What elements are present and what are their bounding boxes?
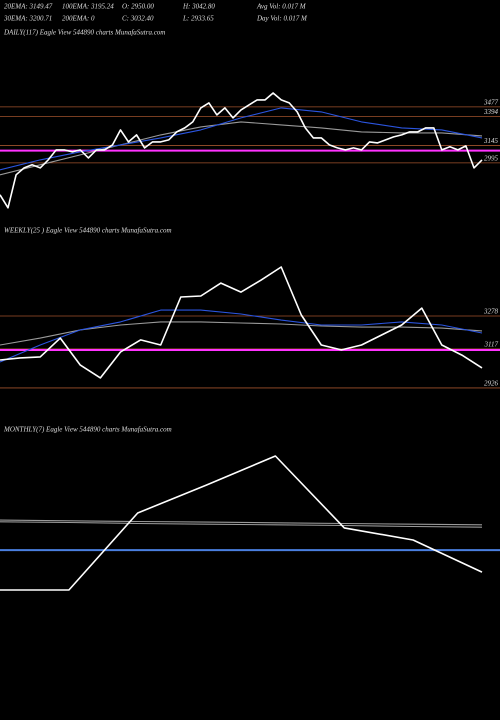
header-stat: C: 3032.40	[122, 15, 154, 23]
y-tick-label: 3394	[483, 108, 499, 116]
header-stat: Avg Vol: 0.017 M	[256, 3, 307, 11]
panel-title: WEEKLY(25 ) Eagle View 544890 charts Mun…	[4, 227, 172, 235]
header-stat: 100EMA: 3195.24	[62, 3, 114, 11]
header-stat: L: 2933.65	[182, 15, 214, 23]
panel-title: DAILY(117) Eagle View 544890 charts Muna…	[3, 29, 165, 37]
header-stat: 20EMA: 3149.47	[4, 3, 53, 11]
header-stat: O: 2950.00	[122, 3, 154, 11]
header-stat: Day Vol: 0.017 M	[256, 15, 308, 23]
price-line	[0, 455, 483, 591]
price-line	[0, 92, 483, 209]
panel-title: MONTHLY(7) Eagle View 544890 charts Muna…	[3, 426, 172, 434]
price-line	[0, 519, 483, 526]
y-tick-label: 3278	[483, 308, 499, 316]
price-line	[0, 121, 483, 176]
y-tick-label: 2995	[484, 154, 499, 162]
price-line	[0, 521, 483, 528]
y-tick-label: 3477	[483, 99, 499, 107]
y-tick-label: 3117	[484, 341, 499, 349]
header-stat: 200EMA: 0	[62, 15, 95, 23]
header-stat: H: 3042.80	[182, 3, 215, 11]
price-line	[0, 266, 483, 379]
y-tick-label: 3145	[483, 137, 499, 145]
y-tick-label: 2926	[484, 380, 499, 388]
price-line	[0, 309, 483, 363]
header-stat: 30EMA: 3200.71	[3, 15, 52, 23]
price-line	[0, 107, 483, 171]
